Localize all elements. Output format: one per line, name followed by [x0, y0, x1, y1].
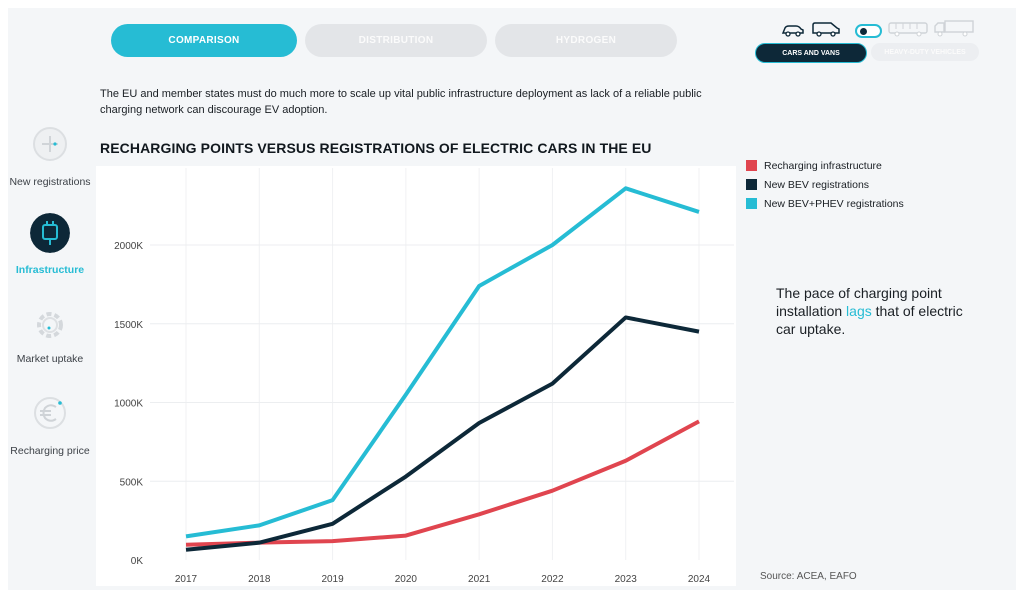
legend-item-bev: New BEV registrations — [746, 175, 904, 194]
x-tick-label: 2022 — [541, 574, 564, 585]
legend-item-bev-phev: New BEV+PHEV registrations — [746, 194, 904, 213]
legend-label: New BEV registrations — [764, 178, 870, 191]
legend-swatch-red — [746, 160, 757, 171]
vehicle-toggle[interactable] — [855, 24, 882, 38]
sidebar-item-infrastructure[interactable]: Infrastructure — [15, 264, 85, 276]
y-tick-label: 0K — [131, 556, 144, 567]
car-icon[interactable] — [781, 23, 805, 37]
truck-icon[interactable] — [933, 19, 975, 37]
insight-note: The pace of charging point installation … — [776, 284, 976, 338]
y-tick-label: 1000K — [114, 399, 143, 410]
series-line-2 — [185, 315, 700, 552]
x-tick-label: 2021 — [468, 574, 491, 585]
tab-hydrogen[interactable]: HYDROGEN — [495, 24, 677, 57]
series-line-1 — [185, 419, 700, 547]
y-tick-label: 2000K — [114, 241, 143, 252]
note-text: The pace of charging point installation — [776, 285, 942, 319]
source-text: Source: ACEA, EAFO — [760, 571, 857, 582]
sidebar-item-market-uptake[interactable]: Market uptake — [16, 353, 84, 365]
chart-plot-area — [96, 166, 736, 586]
legend-label: Recharging infrastructure — [764, 159, 882, 172]
intro-text: The EU and member states must do much mo… — [100, 88, 702, 116]
x-tick-label: 2024 — [688, 574, 711, 585]
euro-icon[interactable] — [31, 394, 69, 432]
gear-icon[interactable] — [31, 306, 69, 344]
note-text-end: that of electric car uptake. — [776, 303, 963, 337]
sidebar-item-recharging-price[interactable]: Recharging price — [10, 445, 90, 457]
chart-legend: Recharging infrastructure New BEV regist… — [746, 156, 904, 213]
bus-icon[interactable] — [887, 21, 929, 37]
van-icon[interactable] — [811, 21, 841, 37]
legend-swatch-dark — [746, 179, 757, 190]
legend-swatch-cyan — [746, 198, 757, 209]
legend-item-recharging: Recharging infrastructure — [746, 156, 904, 175]
charger-plug-icon[interactable] — [30, 213, 70, 253]
legend-label: New BEV+PHEV registrations — [764, 197, 904, 210]
tab-comparison[interactable]: COMPARISON — [111, 24, 297, 57]
toggle-knob — [860, 28, 867, 35]
heavy-duty-vehicles-button[interactable]: HEAVY-DUTY VEHICLES — [871, 43, 979, 61]
note-highlight: lags — [846, 303, 872, 319]
x-tick-label: 2017 — [175, 574, 198, 585]
x-tick-label: 2020 — [395, 574, 418, 585]
tab-distribution[interactable]: DISTRIBUTION — [305, 24, 487, 57]
plus-circle-icon[interactable] — [31, 125, 69, 163]
cars-and-vans-button[interactable]: CARS AND VANS — [755, 43, 867, 63]
x-tick-label: 2019 — [321, 574, 344, 585]
y-tick-label: 500K — [120, 477, 144, 488]
x-tick-label: 2023 — [615, 574, 638, 585]
chart-title: RECHARGING POINTS VERSUS REGISTRATIONS O… — [100, 140, 652, 156]
sidebar-item-new-registrations[interactable]: New registrations — [9, 176, 91, 188]
x-tick-label: 2018 — [248, 574, 271, 585]
series-line-3 — [185, 186, 700, 539]
y-tick-label: 1500K — [114, 320, 143, 331]
